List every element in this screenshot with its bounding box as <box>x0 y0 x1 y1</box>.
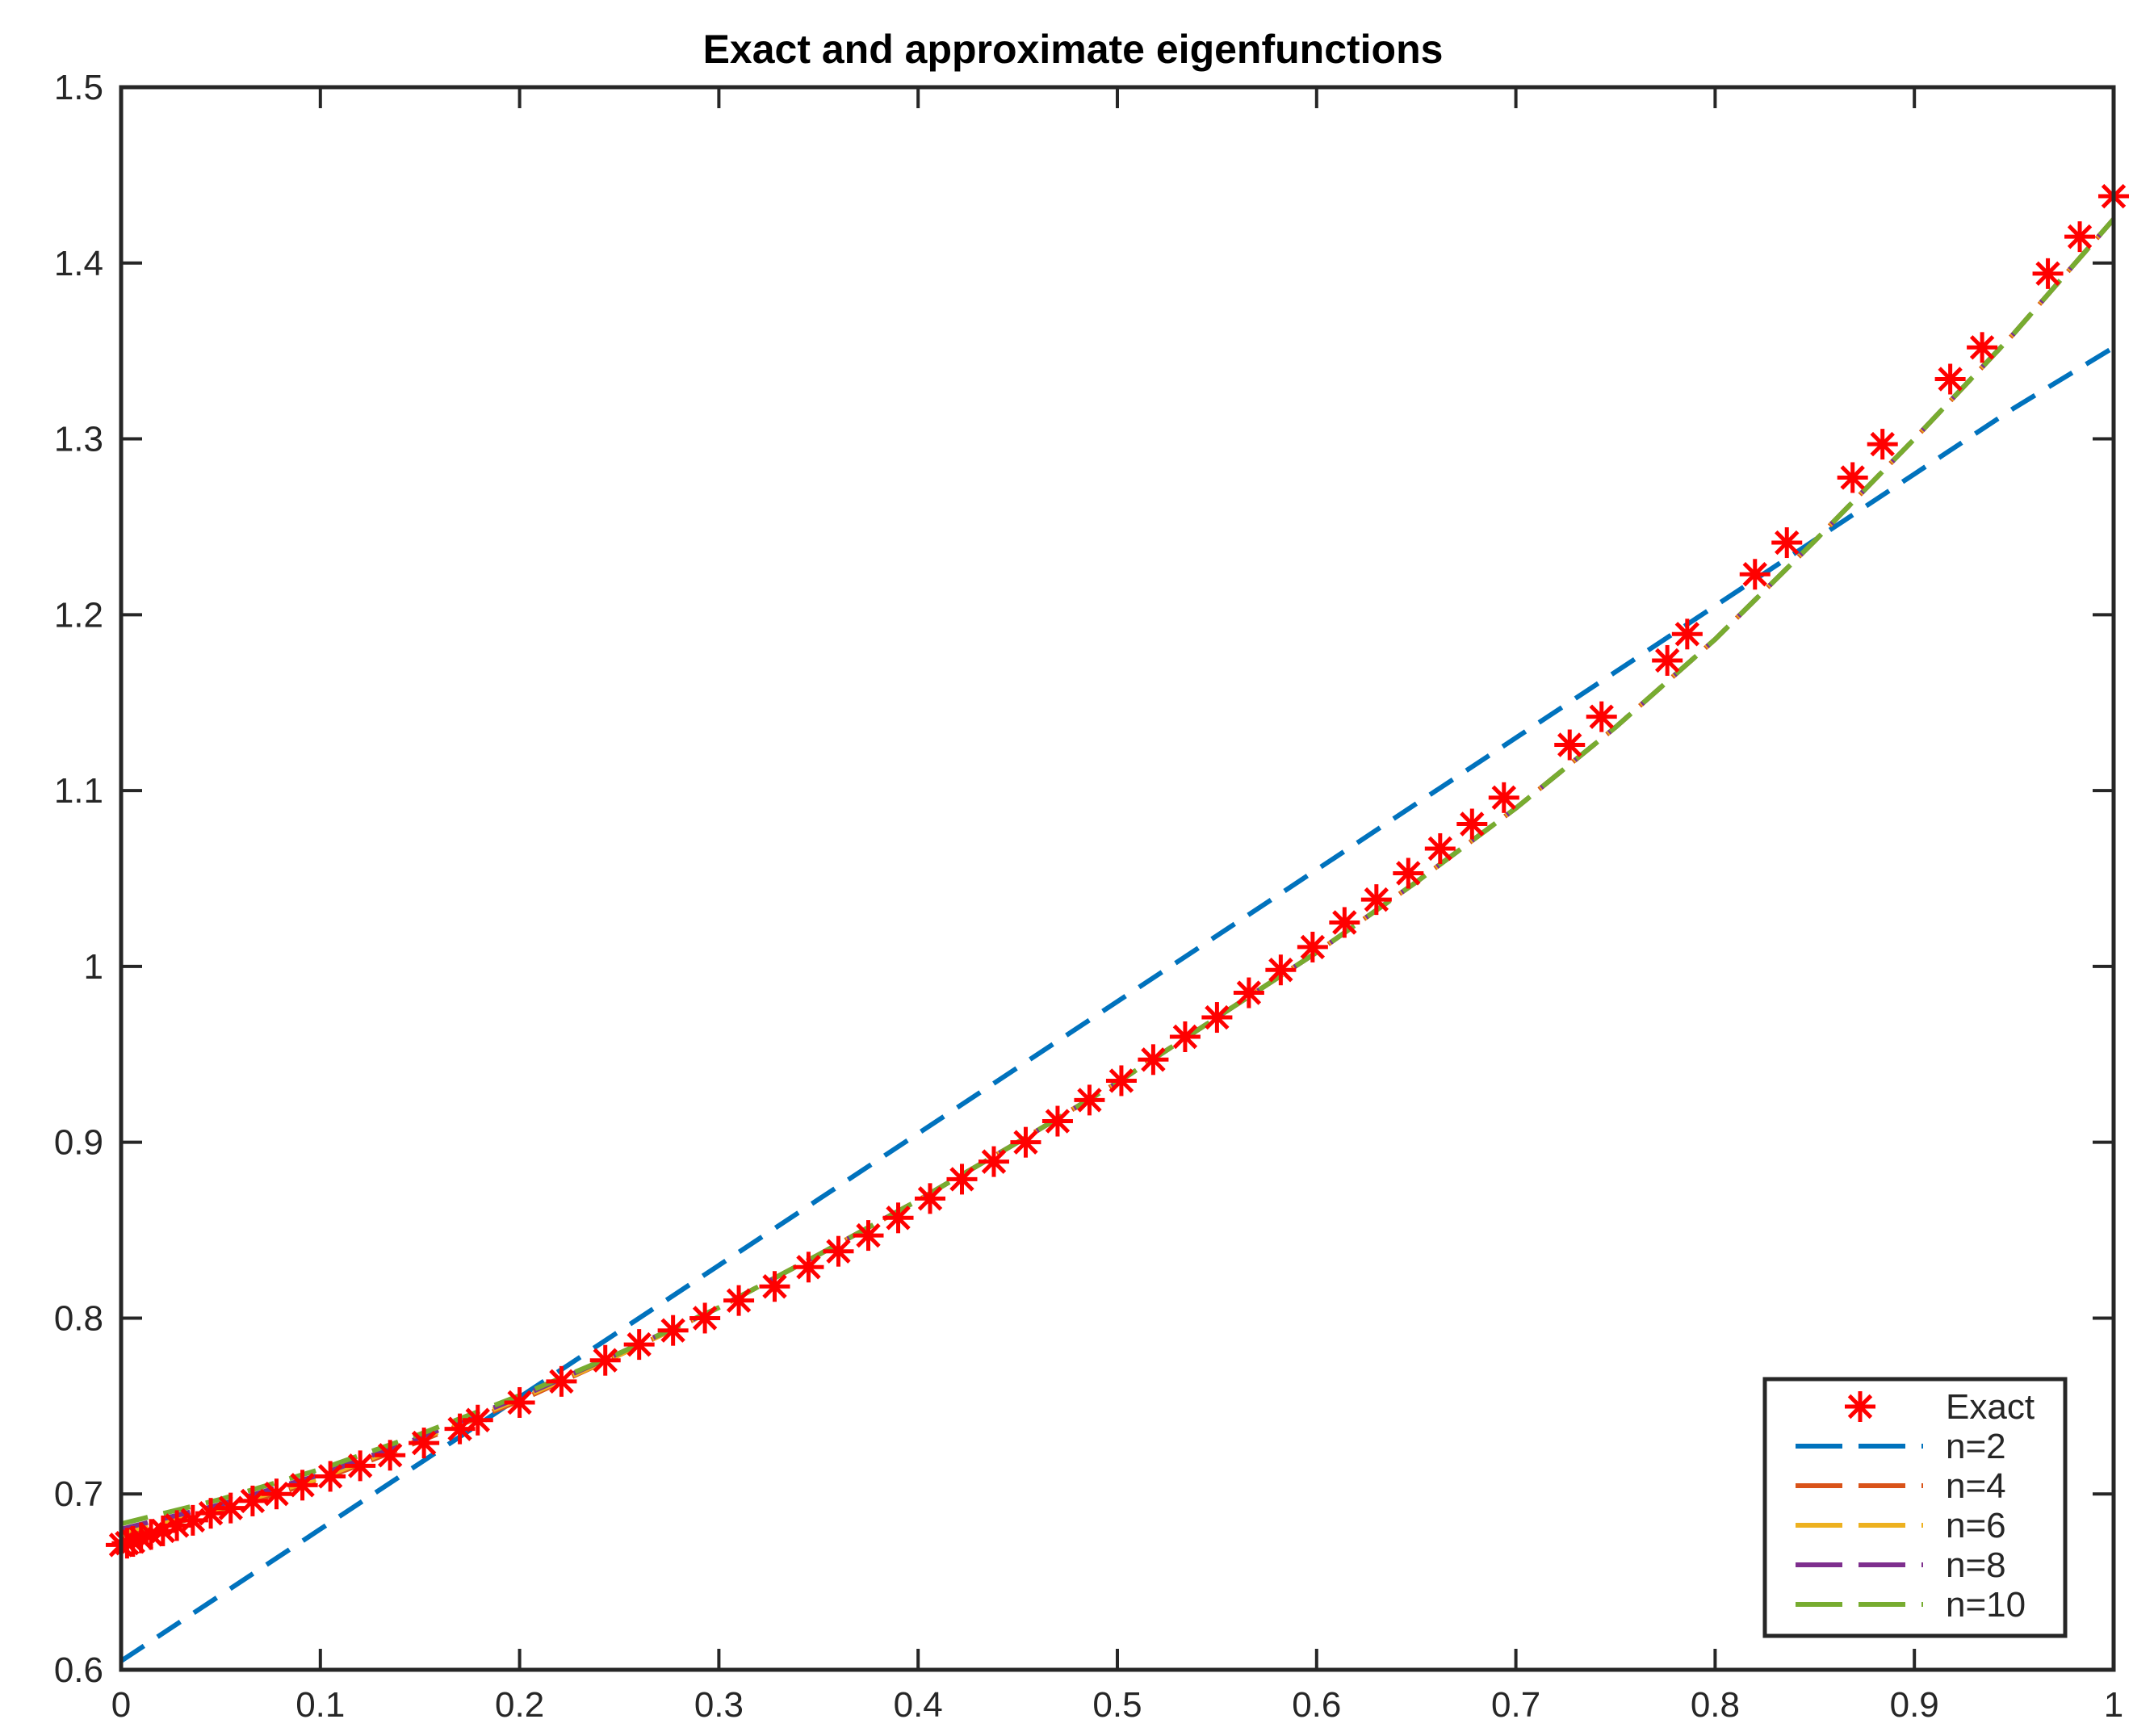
legend-label: n=8 <box>1946 1545 2006 1585</box>
exact-point <box>657 1315 689 1346</box>
exact-point <box>853 1220 884 1252</box>
exact-point <box>823 1235 854 1267</box>
exact-point <box>1105 1065 1137 1097</box>
exact-point <box>1934 363 1966 395</box>
exact-point <box>287 1470 318 1501</box>
exact-point <box>1265 954 1297 986</box>
exact-point <box>1837 462 1868 493</box>
x-tick-label: 0.2 <box>495 1685 544 1725</box>
exact-point <box>237 1485 268 1516</box>
exact-point <box>195 1498 227 1529</box>
x-tick-label: 0.6 <box>1292 1685 1341 1725</box>
legend-label: n=6 <box>1946 1506 2006 1545</box>
y-tick-label: 1.4 <box>54 244 103 283</box>
exact-point <box>462 1404 493 1436</box>
exact-point <box>1967 332 1998 363</box>
x-tick-label: 0.1 <box>295 1685 345 1725</box>
exact-point <box>1586 701 1617 732</box>
chart-title: Exact and approximate eigenfunctions <box>703 27 1444 72</box>
legend-box <box>1762 1377 2068 1638</box>
y-tick-label: 0.9 <box>54 1123 103 1163</box>
x-tick-label: 0 <box>111 1685 131 1725</box>
axes-layer: 0 0.1 0.2 0.3 0.4 0.5 0.6 0.7 0.8 0.9 1 0.6 0.7 0.8 0.… <box>54 68 2123 1725</box>
exact-point <box>1233 977 1264 1008</box>
x-tick-label: 0.9 <box>1890 1685 1939 1725</box>
exact-point <box>375 1440 406 1471</box>
exact-point <box>1671 619 1703 650</box>
x-tick-label: 0.3 <box>694 1685 744 1725</box>
y-tick-label: 1 <box>84 947 103 987</box>
exact-point <box>1201 1002 1233 1034</box>
exact-point <box>793 1252 824 1283</box>
exact-point <box>1329 907 1360 938</box>
series-line-n=2 <box>121 345 2114 1663</box>
exact-point <box>1867 429 1898 460</box>
exact-point <box>345 1450 376 1482</box>
y-tick-label: 1.3 <box>54 420 103 459</box>
exact-point <box>315 1461 346 1492</box>
y-tick-label: 1.2 <box>54 595 103 635</box>
legend-marker-exact <box>1845 1391 1875 1422</box>
exact-point <box>1771 527 1803 559</box>
exact-point <box>1169 1021 1201 1052</box>
x-tick-label: 0.5 <box>1092 1685 1142 1725</box>
x-tick-label: 0.8 <box>1691 1685 1740 1725</box>
legend-label: n=4 <box>1946 1466 2006 1506</box>
exact-point <box>2064 221 2096 253</box>
exact-point <box>589 1344 621 1376</box>
exact-point <box>2032 258 2064 289</box>
exact-point <box>504 1386 535 1418</box>
exact-point <box>215 1492 246 1524</box>
exact-point <box>946 1164 978 1195</box>
exact-point <box>1041 1105 1073 1137</box>
x-tick-label: 1 <box>2104 1685 2123 1725</box>
exact-point <box>915 1183 946 1214</box>
exact-point <box>1739 559 1771 590</box>
y-tick-label: 1.1 <box>54 771 103 811</box>
exact-point <box>261 1478 292 1510</box>
exact-point <box>1393 858 1424 889</box>
exact-point <box>882 1202 914 1234</box>
exact-marker-layer <box>106 181 2129 1561</box>
exact-point <box>689 1302 721 1334</box>
exact-point <box>1652 644 1683 676</box>
exact-point <box>1360 884 1392 916</box>
exact-point <box>1456 808 1488 840</box>
x-tick-label: 0.7 <box>1491 1685 1540 1725</box>
exact-point <box>546 1365 577 1397</box>
legend-label: n=10 <box>1946 1585 2026 1625</box>
exact-point <box>1554 729 1586 761</box>
y-tick-label: 0.8 <box>54 1298 103 1338</box>
legend-label: n=2 <box>1946 1427 2006 1466</box>
exact-point <box>1074 1084 1105 1116</box>
legend-label: Exact <box>1946 1387 2035 1427</box>
x-tick-label: 0.4 <box>894 1685 943 1725</box>
exact-point <box>978 1146 1009 1177</box>
exact-point <box>1297 931 1328 962</box>
y-tick-label: 0.7 <box>54 1474 103 1514</box>
exact-point <box>623 1329 655 1361</box>
exact-point <box>1424 832 1456 864</box>
exact-point <box>1138 1044 1169 1076</box>
exact-point <box>1010 1126 1041 1158</box>
exact-point <box>723 1285 755 1316</box>
exact-point <box>409 1428 440 1459</box>
y-tick-label: 1.5 <box>54 68 103 107</box>
exact-point <box>759 1271 790 1302</box>
exact-point <box>1488 782 1519 813</box>
y-tick-label: 0.6 <box>54 1650 103 1690</box>
